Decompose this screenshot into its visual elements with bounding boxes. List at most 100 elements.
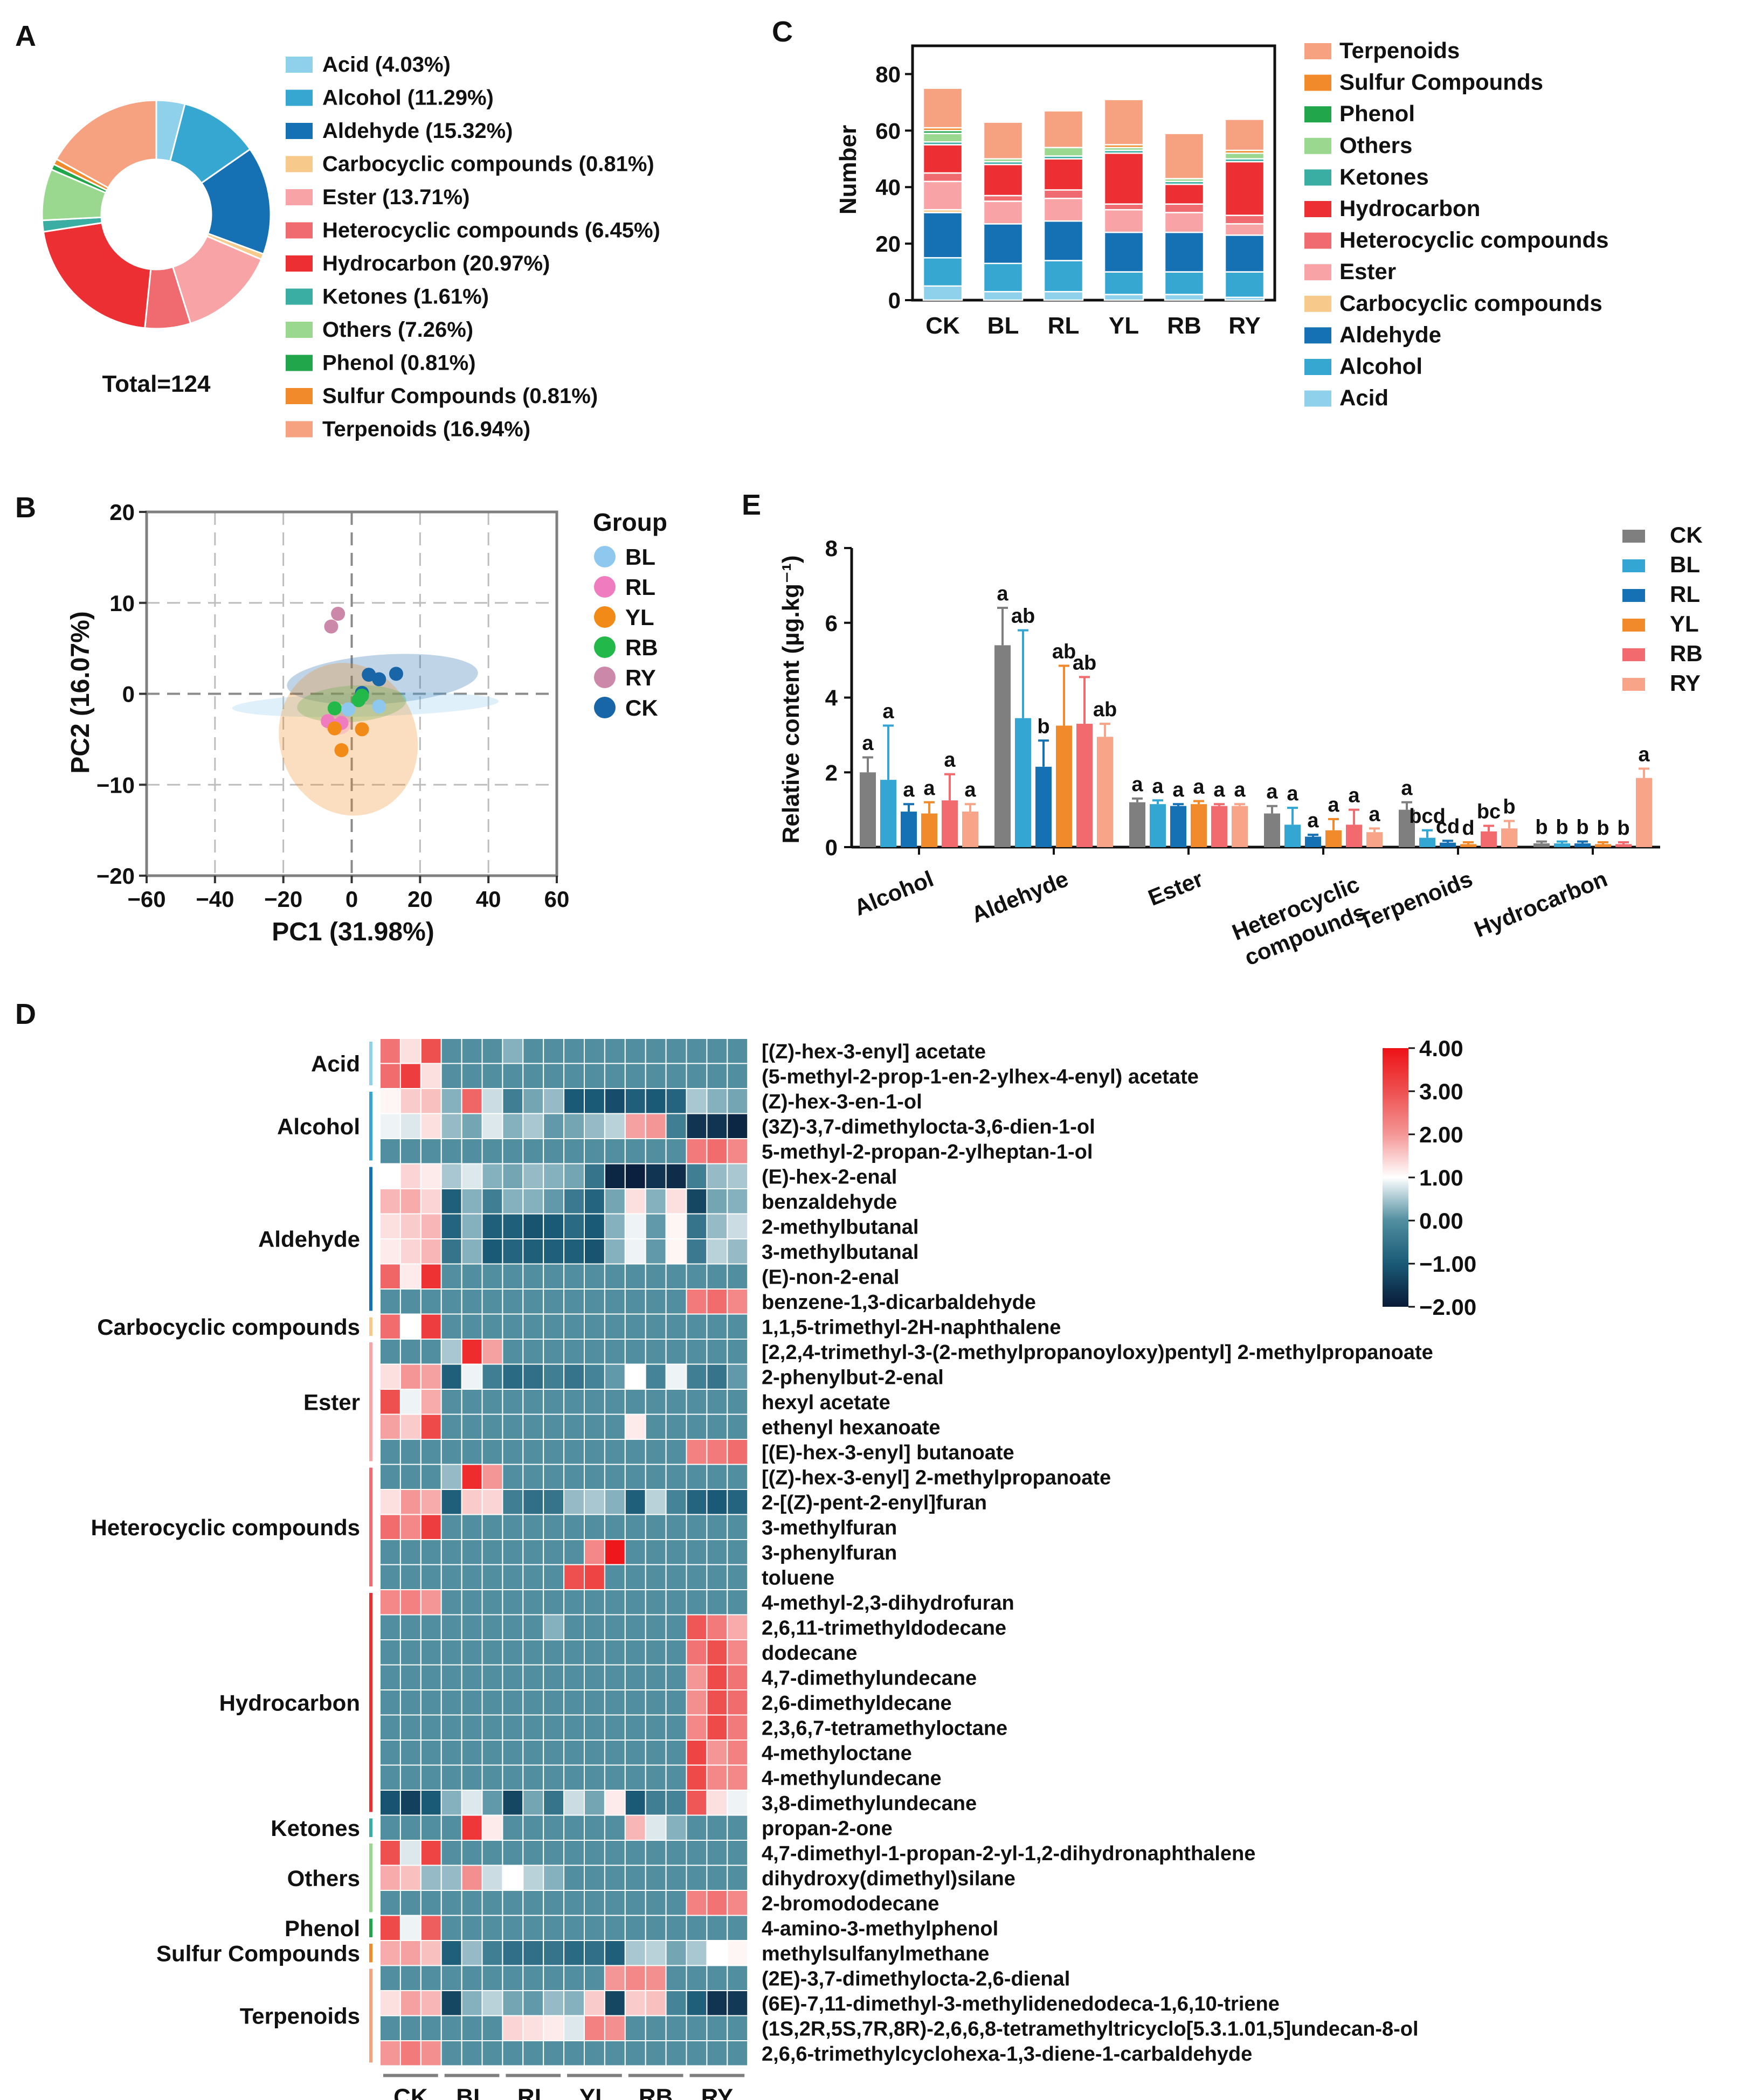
legend-label: Carbocyclic compounds xyxy=(1339,290,1602,316)
stacked-bar-segment xyxy=(1103,153,1144,205)
heatmap-cell xyxy=(604,1514,626,1540)
row-group-label: Alcohol xyxy=(277,1114,360,1139)
stacked-bar-segment xyxy=(983,195,1024,202)
significance-letter: a xyxy=(1152,775,1164,798)
heatmap-cell xyxy=(481,1063,503,1089)
heatmap-cell xyxy=(502,1113,524,1139)
heatmap-cell xyxy=(502,1263,524,1290)
heatmap-cell xyxy=(399,1138,422,1165)
x-category-label: Hydrocarbon xyxy=(1470,866,1611,942)
heatmap-cell xyxy=(379,1614,401,1640)
legend-label: Sulfur Compounds xyxy=(1339,70,1543,95)
heatmap-cell xyxy=(604,1238,626,1265)
heatmap-cell xyxy=(665,1865,687,1891)
row-label: benzene-1,3-dicarbaldehyde xyxy=(762,1291,1036,1314)
heatmap-cell xyxy=(604,1865,626,1891)
heatmap-cell xyxy=(522,1288,544,1315)
legend-label: Hydrocarbon (20.97%) xyxy=(322,252,550,275)
heatmap-cell xyxy=(727,1063,749,1089)
heatmap-cell xyxy=(686,1113,708,1139)
heatmap-cell xyxy=(461,2040,483,2067)
heatmap-cell xyxy=(604,1714,626,1741)
donut-slice xyxy=(42,221,152,329)
row-label: 3-phenylfuran xyxy=(762,1542,897,1564)
column-group-label: BL xyxy=(456,2084,488,2100)
heatmap-cell xyxy=(379,1639,401,1666)
legend-label: CK xyxy=(1670,522,1703,547)
heatmap-cell xyxy=(645,1614,667,1640)
heatmap-cell xyxy=(563,1940,585,1966)
heatmap-cell xyxy=(706,1915,728,1941)
heatmap-cell xyxy=(686,1489,708,1515)
heatmap-cell xyxy=(481,1965,503,1991)
heatmap-cell xyxy=(481,1639,503,1666)
heatmap-cell xyxy=(543,1138,565,1165)
heatmap-cell xyxy=(399,1088,422,1114)
heatmap-cell xyxy=(563,1614,585,1640)
heatmap-cell xyxy=(481,1664,503,1690)
heatmap-cell xyxy=(502,1238,524,1265)
heatmap-cell xyxy=(502,1614,524,1640)
stacked-bar-segment xyxy=(922,133,963,143)
heatmap-cell xyxy=(686,1188,708,1215)
heatmap-cell xyxy=(604,1564,626,1590)
heatmap-cell xyxy=(399,1739,422,1766)
heatmap-cell xyxy=(727,1689,749,1716)
significance-letter: d xyxy=(1462,817,1474,840)
confidence-ellipse xyxy=(232,692,499,717)
heatmap-cell xyxy=(420,1389,442,1415)
heatmap-cell xyxy=(502,1990,524,2016)
heatmap-cell xyxy=(604,1213,626,1239)
heatmap-cell xyxy=(686,1714,708,1741)
heatmap-cell xyxy=(563,1739,585,1766)
heatmap-cell xyxy=(461,1188,483,1215)
heatmap-cell xyxy=(461,1714,483,1741)
heatmap-cell xyxy=(522,1489,544,1515)
heatmap-cell xyxy=(543,1088,565,1114)
significance-letter: a xyxy=(1213,779,1225,801)
heatmap-cell xyxy=(420,1940,442,1966)
legend-swatch xyxy=(286,123,313,139)
heatmap-cell xyxy=(461,1363,483,1390)
heatmap-cell xyxy=(461,1564,483,1590)
legend-label: RB xyxy=(625,635,658,660)
legend-swatch xyxy=(1622,678,1645,691)
heatmap-cell xyxy=(604,1790,626,1816)
heatmap-cell xyxy=(543,1564,565,1590)
legend-label: Acid (4.03%) xyxy=(322,53,451,77)
legend-label: Heterocyclic compounds (6.45%) xyxy=(322,219,660,242)
row-group-label: Ketones xyxy=(271,1815,360,1841)
heatmap-cell xyxy=(624,1790,646,1816)
heatmap-cell xyxy=(665,2015,687,2041)
significance-letter: b xyxy=(1556,816,1568,839)
heatmap-cell xyxy=(481,1739,503,1766)
heatmap-cell xyxy=(502,1639,524,1666)
heatmap-cell xyxy=(543,1915,565,1941)
heatmap-cell xyxy=(584,1063,605,1089)
heatmap-cell xyxy=(399,1363,422,1390)
heatmap-cell xyxy=(645,1965,667,1991)
heatmap-cell xyxy=(645,1088,667,1114)
bar xyxy=(1460,844,1476,847)
heatmap-cell xyxy=(584,1514,605,1540)
heatmap-cell xyxy=(399,1389,422,1415)
stacked-bar-segment xyxy=(1224,119,1265,151)
heatmap-cell xyxy=(522,1113,544,1139)
row-group-label: Ester xyxy=(303,1389,360,1415)
significance-letter: a xyxy=(944,749,956,772)
heatmap-cell xyxy=(727,1514,749,1540)
heatmap-cell xyxy=(706,1113,728,1139)
heatmap-cell xyxy=(522,1163,544,1189)
heatmap-cell xyxy=(563,1138,585,1165)
heatmap-cell xyxy=(440,1840,462,1866)
heatmap-cell xyxy=(665,1890,687,1916)
heatmap-cell xyxy=(584,2015,605,2041)
heatmap-cell xyxy=(584,1489,605,1515)
heatmap-cell xyxy=(584,1238,605,1265)
heatmap-cell xyxy=(543,1840,565,1866)
column-group-label: YL xyxy=(579,2084,610,2100)
legend-label: Ketones xyxy=(1339,164,1429,189)
heatmap-cell xyxy=(563,1038,585,1064)
y-tick-label: 4 xyxy=(825,685,838,711)
heatmap-cell xyxy=(665,1990,687,2016)
